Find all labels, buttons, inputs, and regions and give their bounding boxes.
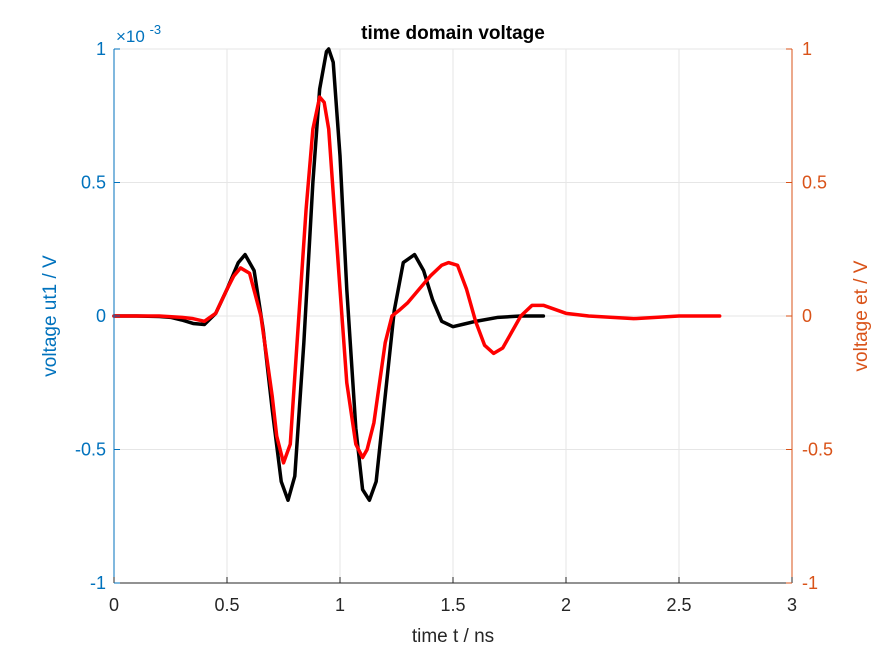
y-left-tick-label: 1 xyxy=(96,39,106,59)
y-axis-right-label: voltage et / V xyxy=(851,260,872,371)
axes xyxy=(113,48,793,584)
tick-labels: 0 0.5 1 1.5 2 2.5 3-1-0.500.51-1-0.500.51 xyxy=(75,39,833,615)
y-right-tick-label: 0.5 xyxy=(802,173,827,193)
y-right-tick-label: 0 xyxy=(802,306,812,326)
exponent-power: -3 xyxy=(150,22,162,37)
y-right-tick-label: 1 xyxy=(802,39,812,59)
series-line-right xyxy=(112,95,722,465)
chart-title: time domain voltage xyxy=(361,23,545,44)
series-layer xyxy=(112,47,722,502)
x-tick-label: 2.5 xyxy=(666,595,691,615)
exponent-base: ×10 xyxy=(116,27,145,46)
y-left-tick-label: 0.5 xyxy=(81,173,106,193)
y-left-tick-label: 0 xyxy=(96,306,106,326)
y-left-tick-label: -1 xyxy=(90,573,106,593)
x-axis-label: time t / ns xyxy=(412,626,494,647)
x-tick-label: 1.5 xyxy=(440,595,465,615)
y-axis-left-exponent: ×10 -3 xyxy=(116,22,161,46)
x-tick-label: 0.5 xyxy=(214,595,239,615)
y-right-tick-label: -1 xyxy=(802,573,818,593)
y-axis-left-label: voltage ut1 / V xyxy=(40,255,61,377)
x-tick-label: 2 xyxy=(561,595,571,615)
y-right-tick-label: -0.5 xyxy=(802,440,833,460)
x-tick-label: 1 xyxy=(335,595,345,615)
x-tick-label: 3 xyxy=(787,595,797,615)
x-tick-label: 0 xyxy=(109,595,119,615)
y-left-tick-label: -0.5 xyxy=(75,440,106,460)
